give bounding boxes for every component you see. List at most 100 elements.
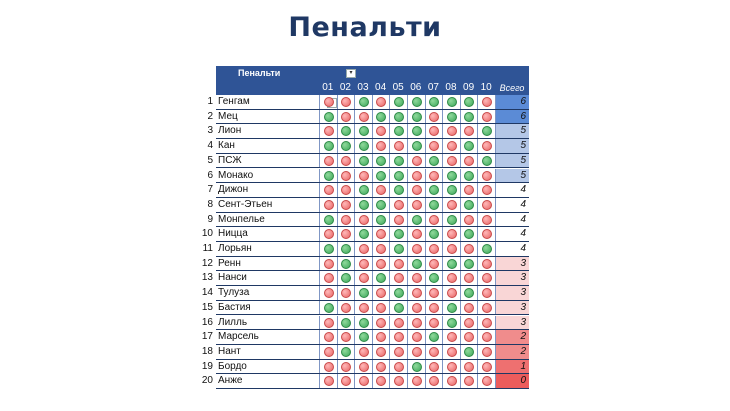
table-row: 11 Лорьян 4 xyxy=(200,242,529,257)
scored-dot-icon xyxy=(341,317,352,328)
scored-dot-icon xyxy=(429,332,440,343)
penalty-cell xyxy=(371,183,390,198)
penalty-cell xyxy=(477,124,495,140)
team-name: Лион xyxy=(218,125,242,137)
penalty-cell xyxy=(407,168,425,184)
missed-dot-icon xyxy=(446,361,457,372)
penalty-cell xyxy=(459,109,478,125)
missed-dot-icon xyxy=(393,376,404,387)
scored-dot-icon xyxy=(411,111,422,122)
scored-dot-icon xyxy=(358,126,369,137)
penalty-cell xyxy=(371,374,390,389)
penalty-cell xyxy=(319,109,337,125)
penalty-cell xyxy=(407,344,425,360)
penalty-cell xyxy=(354,197,372,213)
row-total: 4 xyxy=(495,212,529,228)
column-header: 06 xyxy=(410,82,422,93)
penalty-cell xyxy=(459,153,478,169)
penalty-cell xyxy=(336,344,355,360)
row-total: 0 xyxy=(495,374,529,389)
penalty-cell xyxy=(407,330,425,345)
penalty-cell xyxy=(477,109,495,125)
penalty-cell xyxy=(336,95,355,110)
scored-dot-icon xyxy=(429,97,440,107)
penalty-cell xyxy=(459,95,478,110)
scored-dot-icon xyxy=(341,258,352,269)
scored-dot-icon xyxy=(411,258,422,269)
missed-dot-icon xyxy=(446,346,457,357)
penalty-cell xyxy=(407,227,425,242)
scored-dot-icon xyxy=(446,111,457,122)
penalty-cell xyxy=(354,374,372,389)
missed-dot-icon xyxy=(411,229,422,240)
missed-dot-icon xyxy=(323,332,334,343)
missed-dot-icon xyxy=(429,214,440,225)
penalty-cell xyxy=(389,109,407,125)
penalty-cell xyxy=(442,330,460,345)
table-row: 2 Мец 6 xyxy=(200,109,529,125)
penalty-cell xyxy=(459,256,478,272)
penalty-cell xyxy=(459,330,478,345)
penalty-cell xyxy=(424,153,443,169)
table-row: 12 Ренн 3 xyxy=(200,256,529,272)
missed-dot-icon xyxy=(341,288,352,299)
penalty-cell xyxy=(459,197,478,213)
scored-dot-icon xyxy=(358,199,369,210)
missed-dot-icon xyxy=(481,258,492,269)
team-name: Лилль xyxy=(218,316,248,328)
row-divider xyxy=(216,299,529,301)
penalty-cell xyxy=(336,330,355,345)
scored-dot-icon xyxy=(341,141,352,152)
missed-dot-icon xyxy=(446,332,457,343)
scored-dot-icon xyxy=(358,288,369,299)
row-total: 5 xyxy=(495,139,529,154)
column-header: 02 xyxy=(339,82,351,93)
penalty-cell xyxy=(336,139,355,154)
filter-dropdown-icon[interactable]: ▾ xyxy=(346,69,356,78)
penalty-cell xyxy=(389,95,407,110)
row-divider xyxy=(216,182,529,184)
penalty-cell xyxy=(442,315,460,331)
missed-dot-icon xyxy=(341,376,352,387)
row-total: 3 xyxy=(495,256,529,272)
missed-dot-icon xyxy=(376,288,387,299)
missed-dot-icon xyxy=(323,273,334,284)
missed-dot-icon xyxy=(358,111,369,122)
penalty-cell xyxy=(424,227,443,242)
missed-dot-icon xyxy=(323,199,334,210)
scored-dot-icon xyxy=(411,97,422,107)
missed-dot-icon xyxy=(481,273,492,284)
row-total: 3 xyxy=(495,315,529,331)
missed-dot-icon xyxy=(323,288,334,299)
team-name: Мец xyxy=(218,110,238,122)
missed-dot-icon xyxy=(481,376,492,387)
team-name: Сент-Этьен xyxy=(218,198,273,210)
team-name: Бастия xyxy=(218,301,251,313)
missed-dot-icon xyxy=(481,170,492,181)
penalty-cell xyxy=(389,124,407,140)
penalty-cell xyxy=(389,256,407,272)
missed-dot-icon xyxy=(323,155,334,166)
team-name: Анже xyxy=(218,375,243,387)
penalty-cell xyxy=(371,286,390,301)
team-name: Ренн xyxy=(218,257,241,269)
row-divider xyxy=(216,138,529,140)
missed-dot-icon xyxy=(446,229,457,240)
team-name: Дижон xyxy=(218,184,249,196)
team-name: Тулуза xyxy=(218,287,250,299)
penalty-cell xyxy=(459,286,478,301)
table-row: 18 Нант 2 xyxy=(200,344,529,360)
penalty-cell xyxy=(389,300,407,316)
penalty-cell xyxy=(442,359,460,375)
penalty-cell xyxy=(407,256,425,272)
penalty-cell xyxy=(389,242,407,257)
penalty-cell xyxy=(389,359,407,375)
scored-dot-icon xyxy=(358,97,369,107)
row-total: 5 xyxy=(495,153,529,169)
missed-dot-icon xyxy=(481,199,492,210)
row-divider xyxy=(216,196,529,198)
penalty-cell xyxy=(354,315,372,331)
scored-dot-icon xyxy=(358,185,369,196)
row-divider xyxy=(216,329,529,331)
table-row: 1 Генгам 6 xyxy=(200,95,529,110)
